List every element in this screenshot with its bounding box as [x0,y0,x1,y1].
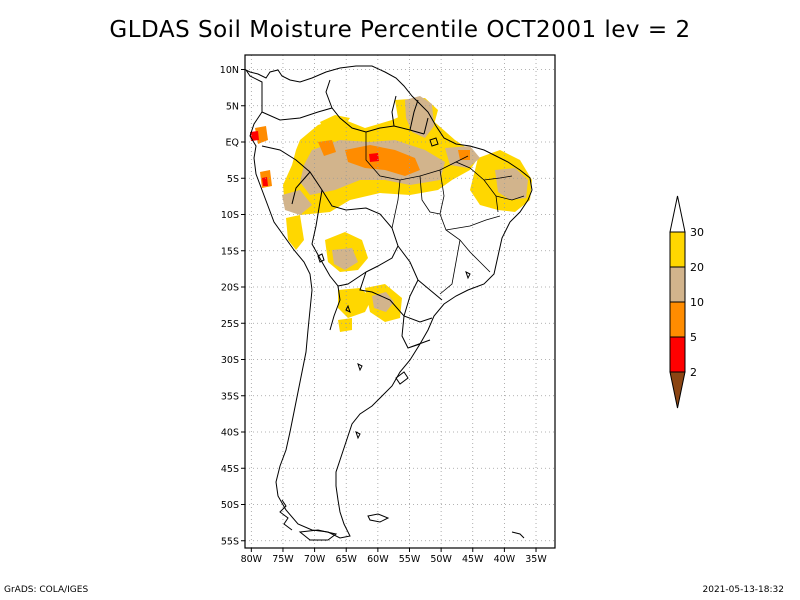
field-yellow-colombia [320,115,350,132]
lat-tick-label: 15S [221,246,239,257]
shaded-fields [250,96,532,332]
lat-tick-label: 45S [221,464,239,475]
lon-tick-label: 55W [399,554,421,565]
chilean-fjords [279,499,293,531]
legend-label: 30 [690,226,704,239]
field-orange-west-amazon [318,140,336,156]
lon-tick-label: 35W [525,554,547,565]
lon-tick-label: 70W [304,554,326,565]
lat-tick-label: 5S [227,174,239,185]
country-borders [261,79,443,349]
legend-bin [669,336,686,373]
legend-label: 20 [690,261,704,274]
lat-tick-label: 35S [221,391,239,402]
lake-titicaca [317,253,325,263]
lat-tick-label: 5N [226,101,239,112]
island-marajo [429,137,439,147]
state-borders [365,132,525,295]
plot-frame [244,54,556,549]
footer-timestamp: 2021-05-13-18:32 [702,585,785,595]
lat-tick-label: 10N [220,65,239,76]
field-tan-west [282,190,312,215]
lon-tick-label: 45W [462,554,484,565]
lat-tick-label: 50S [221,500,239,511]
field-tan-guiana [405,96,434,138]
legend-bin [669,371,686,409]
south-america-coastline [245,65,533,539]
footer-credit: GrADS: COLA/IGES [4,585,89,595]
field-red-ecuador [250,131,259,141]
lon-tick-label: 75W [272,554,294,565]
field-tan-northeast [495,168,528,200]
field-red-peru [262,177,268,186]
field-tan-bolivia [332,248,358,270]
latitude-tick-labels: 10N 5N EQ 5S 10S 15S 20S 25S 30S 35S 40S 45S 50S 55S [220,65,245,547]
reservoir-marks [345,271,525,539]
lagoa-dos-patos [395,371,409,385]
lat-tick-label: 55S [221,536,239,547]
lat-tick-label: 25S [221,319,239,330]
longitude-tick-labels: 80W 75W 70W 65W 60W 55W 50W 45W 40W 35W [241,548,547,565]
lat-tick-label: 30S [221,355,239,366]
legend-bin [669,266,686,303]
map-title: GLDAS Soil Moisture Percentile OCT2001 l… [109,17,691,43]
lat-tick-label: 40S [221,428,239,439]
legend-bin [669,301,686,338]
lon-tick-label: 80W [241,554,263,565]
legend-label: 5 [690,331,697,344]
land-outline [245,65,533,541]
lat-tick-label: 20S [221,283,239,294]
lat-tick-label: EQ [226,138,239,149]
lon-tick-label: 60W [367,554,389,565]
falkland-islands [367,513,390,523]
legend-label: 2 [690,366,697,379]
lon-tick-label: 50W [430,554,452,565]
field-red-amazon [369,153,379,162]
lat-tick-label: 10S [221,210,239,221]
legend-bin [669,195,686,233]
field-yellow-south [338,318,352,332]
color-bar-legend: 2 5 10 20 30 [669,195,704,409]
lon-tick-label: 65W [335,554,357,565]
legend-label: 10 [690,296,704,309]
legend-bin [669,231,686,268]
field-orange-coast [458,150,470,160]
field-yellow-peru [286,215,304,250]
field-orange-amazon [345,145,420,176]
tierra-del-fuego [298,529,338,541]
lon-tick-label: 40W [494,554,516,565]
